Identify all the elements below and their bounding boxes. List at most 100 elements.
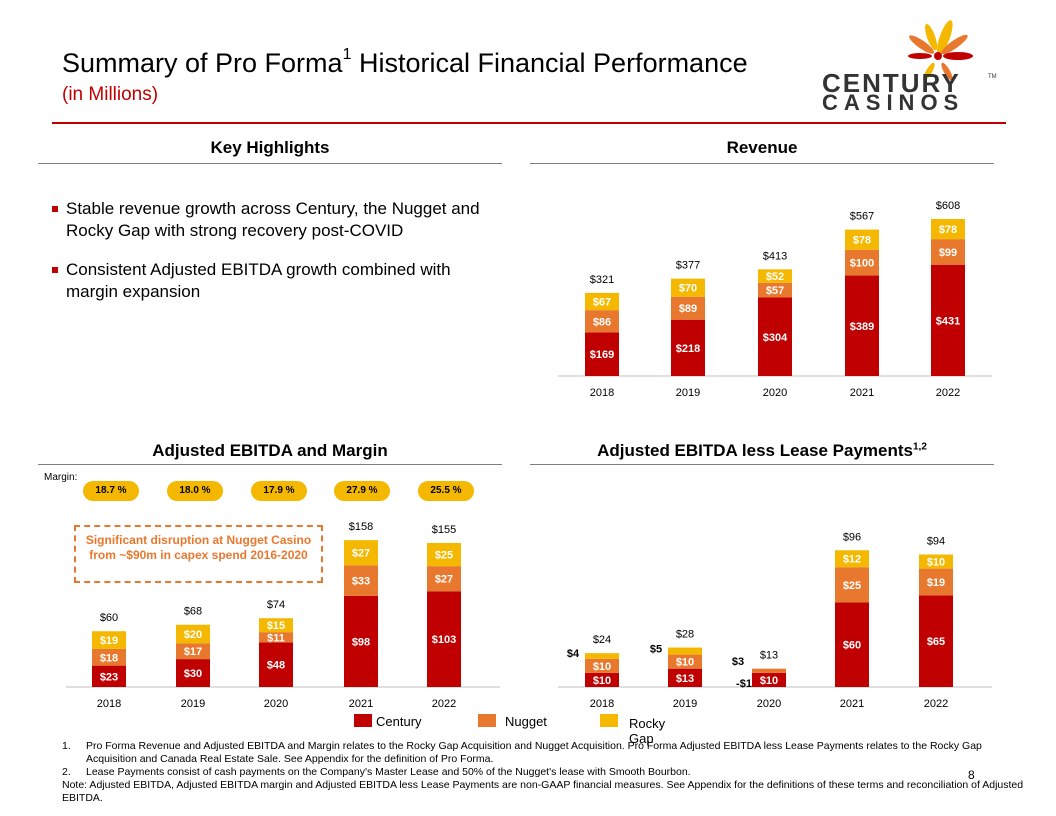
revenue-total-2022: $608 [936, 200, 960, 212]
lease-label-century-2020: $10 [760, 675, 778, 687]
ebitda-label-century-2020: $48 [267, 660, 285, 672]
ebitda-plot: $23$18$19$602018$30$17$20$682019$48$11$1… [66, 521, 500, 710]
revenue-bar-rocky-gap-2021 [845, 229, 879, 250]
ebitda-bar-century-2020 [259, 642, 293, 687]
margin-label: Margin: [44, 472, 78, 483]
lease-label-rocky-gap-2022: $10 [927, 557, 945, 569]
ebitda-label-century-2019: $30 [184, 668, 202, 680]
ebitda-label-rocky-gap-2018: $19 [100, 635, 118, 647]
ebitda-label-rocky-gap-2020: $15 [267, 620, 285, 632]
header-divider [52, 122, 1006, 124]
revenue-label-century-2018: $169 [590, 349, 614, 361]
revenue-label-century-2019: $218 [676, 343, 700, 355]
revenue-label-century-2021: $389 [850, 321, 874, 333]
revenue-total-2021: $567 [850, 211, 874, 223]
revenue-total-2020: $413 [763, 250, 787, 262]
legend-label-rocky-gap: Rocky Gap [629, 716, 666, 746]
ebitda-label-nugget-2020: $11 [267, 632, 285, 644]
revenue-bar-rocky-gap-2018 [585, 292, 619, 311]
page-number: 8 [968, 768, 975, 782]
lease-bar-century-2022 [919, 595, 953, 687]
legend-label-nugget: Nugget [505, 714, 547, 729]
logo-trademark: TM [988, 74, 997, 80]
nugget-disruption-callout: Significant disruption at Nugget Casino … [74, 525, 323, 583]
margin-pill-2021: 27.9 % [334, 481, 390, 501]
title-text-rest: Historical Financial Performance [351, 48, 748, 78]
ebitda-bar-century-2022 [427, 591, 461, 687]
lease-label-nugget-2020: $3 [732, 656, 744, 668]
revenue-bar-nugget-2020 [758, 282, 792, 298]
ebitda-bar-nugget-2021 [344, 565, 378, 596]
revenue-label-century-2020: $304 [763, 332, 788, 344]
lease-heading-sup: 1,2 [912, 441, 927, 453]
lease-bar-nugget-2018 [585, 658, 619, 673]
lease-bar-nugget-2019 [668, 654, 702, 669]
lease-bar-nugget-2021 [835, 567, 869, 603]
ebitda-heading: Adjusted EBITDA and Margin [152, 441, 388, 460]
ebitda-tick-2018: 2018 [97, 698, 121, 710]
ebitda-bar-century-2021 [344, 595, 378, 687]
bullet-square-icon [52, 206, 58, 212]
revenue-bar-nugget-2022 [931, 239, 965, 265]
margin-pill-2018: 18.7 % [83, 481, 139, 501]
revenue-bar-century-2022 [931, 264, 965, 376]
revenue-label-rocky-gap-2019: $70 [679, 283, 697, 295]
lease-label-century-2018: $10 [593, 675, 611, 687]
revenue-bar-nugget-2018 [585, 310, 619, 333]
revenue-bar-nugget-2019 [671, 296, 705, 320]
revenue-tick-2022: 2022 [936, 387, 960, 399]
ebitda-tick-2019: 2019 [181, 698, 205, 710]
ebitda-bar-nugget-2019 [176, 643, 210, 660]
ebitda-total-2019: $68 [184, 606, 202, 618]
footnote-2: 2. Lease Payments consist of cash payment… [62, 766, 691, 778]
lease-bar-rocky-gap-2019 [668, 647, 702, 655]
lease-rule [530, 464, 994, 465]
revenue-label-nugget-2022: $99 [939, 247, 957, 259]
bullet-square-icon [52, 267, 58, 273]
title-superscript: 1 [342, 46, 352, 63]
revenue-bar-century-2021 [845, 275, 879, 376]
margin-pill-2022: 25.5 % [418, 481, 474, 501]
ebitda-label-nugget-2021: $33 [352, 576, 370, 588]
ebitda-total-2021: $158 [349, 521, 373, 533]
revenue-label-nugget-2021: $100 [850, 258, 874, 270]
lease-total-2022: $94 [927, 536, 945, 548]
lease-total-2020: $13 [760, 650, 778, 662]
revenue-rule [530, 163, 994, 164]
lease-label-rocky-gap-2020: -$1 [736, 678, 752, 690]
revenue-bar-century-2020 [758, 297, 792, 376]
key-highlights-rule [38, 163, 502, 164]
ebitda-tick-2021: 2021 [349, 698, 373, 710]
lease-label-nugget-2018: $10 [593, 661, 611, 673]
ebitda-label-rocky-gap-2022: $25 [435, 550, 453, 562]
lease-bar-rocky-gap-2022 [919, 554, 953, 569]
lease-tick-2018: 2018 [590, 698, 614, 710]
footnotes: 1. Pro Forma Revenue and Adjusted EBITDA … [62, 740, 1032, 805]
page-title: Summary of Pro Forma1 Historical Financi… [62, 46, 748, 79]
key-highlights-heading: Key Highlights [210, 138, 330, 157]
lease-tick-2021: 2021 [840, 698, 864, 710]
lease-bar-century-2018 [585, 672, 619, 687]
margin-pill-2019: 18.0 % [167, 481, 223, 501]
century-casinos-logo: CENTURY CASINOS TM [818, 8, 1000, 114]
revenue-label-century-2022: $431 [936, 315, 960, 327]
logo-wordmark-line2: CASINOS [822, 90, 965, 115]
lease-total-2019: $28 [676, 629, 694, 641]
ebitda-label-nugget-2019: $17 [184, 646, 202, 658]
lease-tick-2020: 2020 [757, 698, 781, 710]
footnote-1: 1. Pro Forma Revenue and Adjusted EBITDA … [62, 740, 982, 765]
ebitda-bar-rocky-gap-2019 [176, 624, 210, 644]
ebitda-bar-nugget-2020 [259, 632, 293, 643]
lease-bar-nugget-2020 [752, 668, 786, 673]
ebitda-label-nugget-2018: $18 [100, 652, 118, 664]
logo-wordmark-line1: CENTURY [822, 68, 961, 98]
lease-label-nugget-2019: $10 [676, 657, 694, 669]
lease-heading-text: Adjusted EBITDA less Lease Payments [597, 441, 913, 460]
revenue-total-2019: $377 [676, 260, 700, 272]
ebitda-bar-century-2019 [176, 659, 210, 687]
ebitda-bar-century-2018 [92, 665, 126, 687]
ebitda-bar-rocky-gap-2021 [344, 540, 378, 566]
ebitda-label-century-2022: $103 [432, 634, 456, 646]
ebitda-label-rocky-gap-2021: $27 [352, 548, 370, 560]
margin-pill-2020: 17.9 % [251, 481, 307, 501]
